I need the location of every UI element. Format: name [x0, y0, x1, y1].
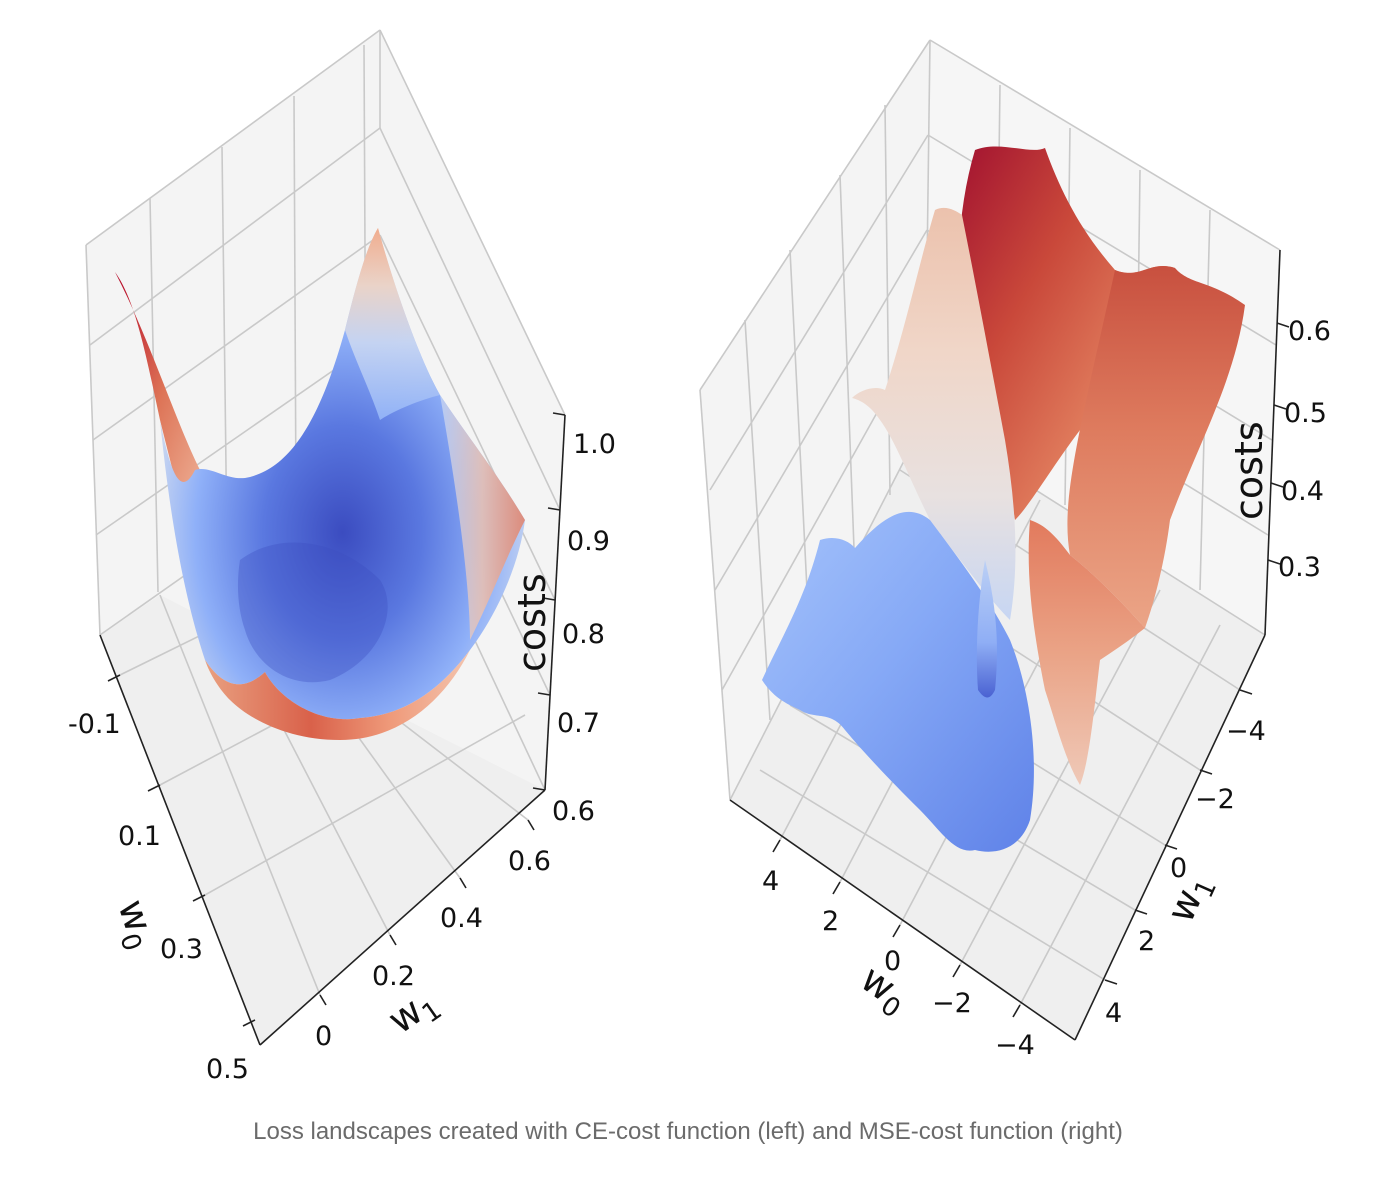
left-costs-tick-label: 1.0 — [573, 429, 616, 460]
right-w0-ticks: 4 2 0 −2 −4 — [762, 839, 1035, 1061]
left-w0-tick-label: 0.3 — [160, 934, 203, 965]
right-plot: 4 2 0 −2 −4 −4 −2 0 2 4 0.3 0.4 0.5 0.6 — [699, 39, 1331, 1061]
right-w1-tick-label: 0 — [1170, 853, 1187, 884]
right-w1-tick-label: −2 — [1195, 784, 1235, 815]
right-w0-tick-label: −4 — [995, 1030, 1035, 1061]
left-plot: -0.1 0.1 0.3 0.5 0 0.2 0.4 0.6 0.6 0.7 0… — [68, 29, 616, 1085]
left-costs-tick-label: 0.6 — [552, 796, 595, 827]
right-costs-axis-label: costs — [1227, 421, 1271, 520]
right-w0-axis-line — [729, 799, 1076, 1041]
left-w1-tick-label: 0.2 — [372, 961, 415, 992]
right-w0-tick-label: 4 — [762, 866, 779, 897]
right-w1-tick-label: 2 — [1138, 926, 1155, 957]
right-costs-ticks: 0.3 0.4 0.5 0.6 — [1267, 316, 1331, 583]
left-w0-ticks: -0.1 0.1 0.3 0.5 — [68, 674, 256, 1085]
right-surface-front-blue — [762, 511, 1034, 852]
right-costs-tick-label: 0.4 — [1281, 476, 1324, 507]
left-costs-tick-label: 0.7 — [557, 708, 600, 739]
right-surface — [762, 146, 1245, 852]
left-w1-tick-label: 0.4 — [440, 903, 483, 934]
right-w1-ticks: −4 −2 0 2 4 — [1104, 689, 1266, 1029]
right-w0-tick-label: 0 — [884, 946, 901, 977]
right-surface-front-red — [1028, 520, 1145, 785]
right-w1-tick-label: −4 — [1226, 716, 1266, 747]
left-costs-tick-label: 0.8 — [562, 619, 605, 650]
left-surface — [115, 228, 525, 740]
figure-caption: Loss landscapes created with CE-cost fun… — [253, 1118, 1123, 1145]
left-w1-axis-line — [259, 789, 546, 1046]
loss-landscape-figure: -0.1 0.1 0.3 0.5 0 0.2 0.4 0.6 0.6 0.7 0… — [68, 29, 1331, 1085]
left-w0-tick-label: -0.1 — [68, 709, 121, 740]
left-w1-ticks: 0 0.2 0.4 0.6 — [315, 819, 551, 1052]
right-w0-axis-label: w0 — [849, 956, 917, 1024]
right-costs-tick-label: 0.5 — [1284, 398, 1327, 429]
left-floor-pane — [100, 595, 545, 1045]
left-w0-axis-line — [99, 634, 261, 1046]
left-w0-tick-label: 0.5 — [206, 1054, 249, 1085]
left-surface-right-peak — [345, 228, 440, 420]
left-surface-dark-core — [237, 542, 388, 683]
right-w0-tick-label: −2 — [932, 988, 972, 1019]
left-w1-tick-label: 0.6 — [508, 846, 551, 877]
left-w0-axis-label: w0 — [104, 894, 166, 955]
right-costs-tick-label: 0.6 — [1288, 316, 1331, 347]
left-surface-bowl — [160, 228, 525, 720]
left-costs-axis-label: costs — [510, 573, 554, 672]
right-w1-axis-line — [1074, 634, 1266, 1041]
right-costs-tick-label: 0.3 — [1278, 552, 1321, 583]
right-surface-back-red — [958, 146, 1176, 520]
left-costs-tick-label: 0.9 — [567, 526, 610, 557]
left-surface-right-wing — [440, 395, 525, 640]
left-surface-front-lip — [205, 650, 470, 740]
left-w1-tick-label: 0 — [315, 1021, 332, 1052]
right-surface-center-trough — [976, 560, 997, 698]
right-costs-axis-line — [1264, 249, 1281, 636]
right-w1-axis-label: w1 — [1158, 867, 1223, 931]
right-w0-tick-label: 2 — [822, 906, 839, 937]
right-surface-right-block — [1067, 266, 1245, 628]
left-costs-ticks: 0.6 0.7 0.8 0.9 1.0 — [532, 412, 616, 827]
right-surface-mid-ridge — [852, 207, 1016, 620]
left-w0-tick-label: 0.1 — [118, 821, 161, 852]
left-costs-axis-line — [544, 414, 566, 791]
right-w1-tick-label: 4 — [1105, 998, 1122, 1029]
